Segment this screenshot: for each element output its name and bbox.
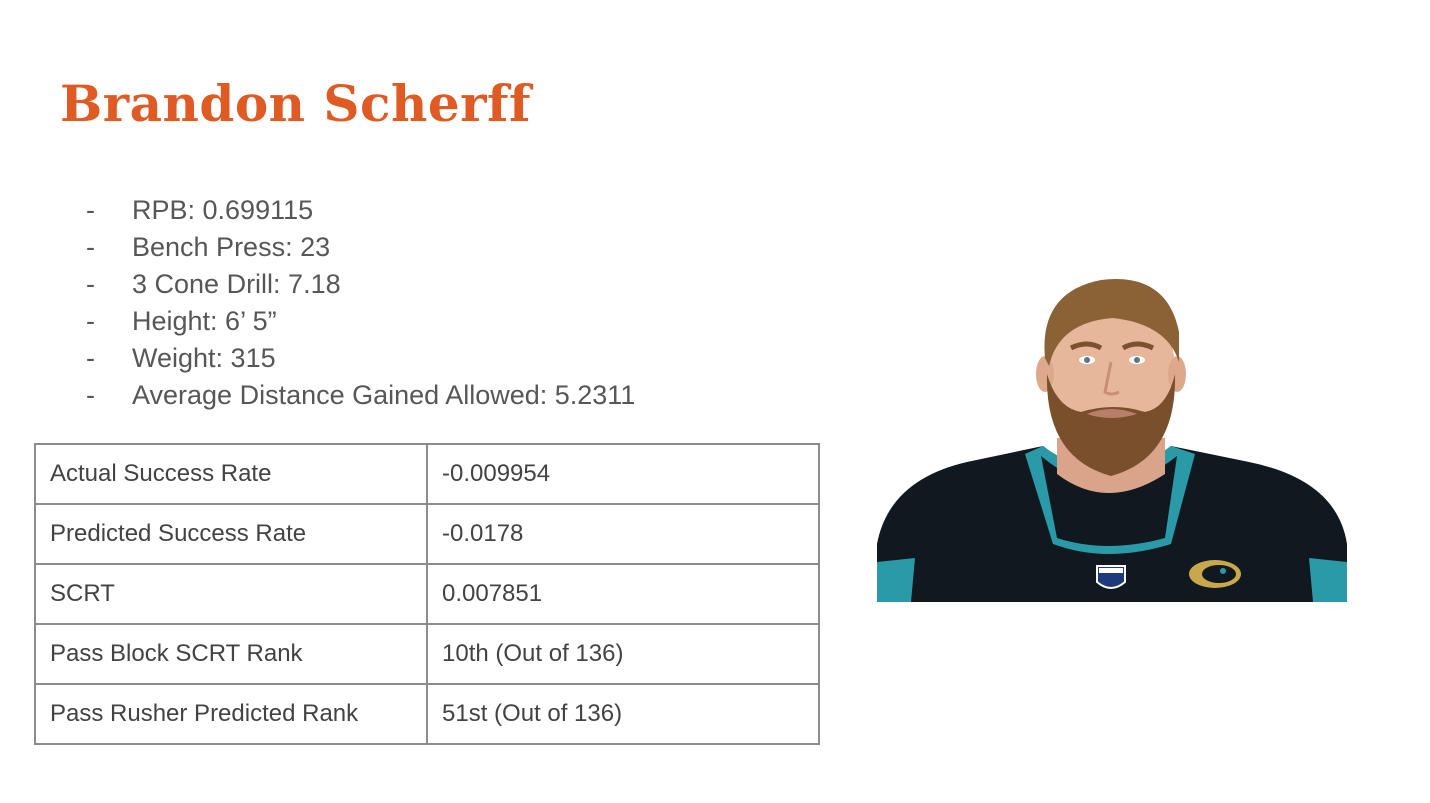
attribute-distance-allowed: - Average Distance Gained Allowed: 5.2311 (86, 377, 635, 414)
stat-value: -0.009954 (426, 443, 820, 505)
attribute-text: Bench Press: 23 (132, 232, 331, 262)
nfl-shield-band (1099, 568, 1123, 573)
face (1047, 292, 1175, 448)
attribute-text: Average Distance Gained Allowed: 5.2311 (132, 380, 636, 410)
attribute-cone-drill: - 3 Cone Drill: 7.18 (86, 266, 635, 303)
stat-label: Predicted Success Rate (34, 503, 428, 565)
nose (1103, 361, 1120, 396)
table-row: Predicted Success Rate -0.0178 (34, 503, 820, 565)
eyebrow-left (1069, 341, 1103, 351)
player-attributes-list: - RPB: 0.699115 - Bench Press: 23 - 3 Cone … (86, 192, 635, 414)
table-row: Pass Rusher Predicted Rank 51st (Out of … (34, 683, 820, 745)
attribute-text: RPB: 0.699115 (132, 195, 314, 225)
stat-value: 51st (Out of 136) (426, 683, 820, 745)
bullet-dash: - (86, 232, 95, 262)
hair (1044, 279, 1179, 366)
sleeve-trim-left (877, 558, 915, 602)
stat-label: Pass Block SCRT Rank (34, 623, 428, 685)
iris-right (1134, 357, 1140, 363)
attribute-text: Weight: 315 (132, 343, 276, 373)
attribute-text: Height: 6’ 5” (132, 306, 277, 336)
bullet-dash: - (86, 343, 95, 373)
table-row: Pass Block SCRT Rank 10th (Out of 136) (34, 623, 820, 685)
beard (1046, 374, 1176, 476)
bullet-dash: - (86, 380, 95, 410)
sleeve-trim-right (1309, 558, 1347, 602)
stat-label: SCRT (34, 563, 428, 625)
attribute-weight: - Weight: 315 (86, 340, 635, 377)
bullet-dash: - (86, 195, 95, 225)
stats-table: Actual Success Rate -0.009954 Predicted … (34, 443, 820, 745)
player-headshot-icon (877, 279, 1347, 602)
player-name-title: Brandon Scherff (60, 74, 532, 133)
eyebrow-right (1121, 341, 1155, 351)
attribute-text: 3 Cone Drill: 7.18 (132, 269, 341, 299)
stat-value: 10th (Out of 136) (426, 623, 820, 685)
attribute-height: - Height: 6’ 5” (86, 303, 635, 340)
bullet-dash: - (86, 306, 95, 336)
attribute-rpb: - RPB: 0.699115 (86, 192, 635, 229)
stat-value: -0.0178 (426, 503, 820, 565)
mouth (1087, 409, 1137, 418)
iris-left (1084, 357, 1090, 363)
table-row: Actual Success Rate -0.009954 (34, 443, 820, 505)
stat-value: 0.007851 (426, 563, 820, 625)
ear-right (1168, 356, 1186, 392)
attribute-bench-press: - Bench Press: 23 (86, 229, 635, 266)
jaguar-logo-icon (1189, 560, 1241, 588)
table-row: SCRT 0.007851 (34, 563, 820, 625)
bullet-dash: - (86, 269, 95, 299)
stat-label: Actual Success Rate (34, 443, 428, 505)
stat-label: Pass Rusher Predicted Rank (34, 683, 428, 745)
